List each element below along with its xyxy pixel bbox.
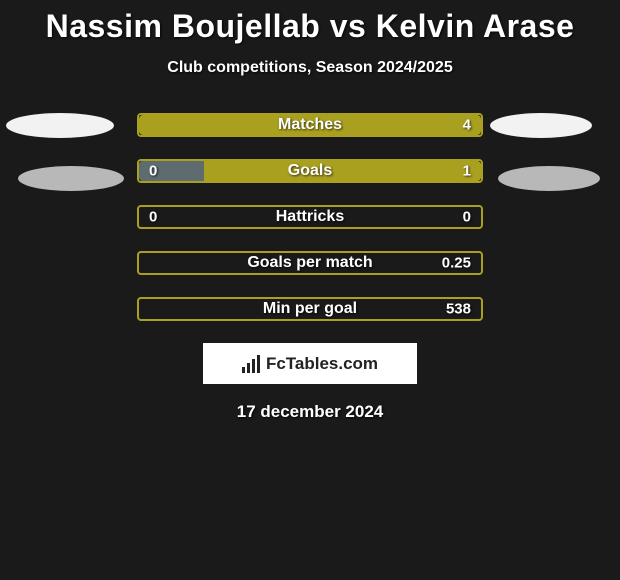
stat-value-right: 0.25 bbox=[442, 255, 471, 272]
stat-value-left: 0 bbox=[149, 209, 157, 226]
stat-value-right: 4 bbox=[463, 117, 471, 134]
stat-value-right: 0 bbox=[463, 209, 471, 226]
bar-chart-icon bbox=[242, 355, 260, 373]
stat-row: Min per goal538 bbox=[137, 297, 483, 321]
decorative-ellipse bbox=[498, 166, 600, 191]
bar-bg bbox=[139, 299, 481, 319]
bar-fill-right bbox=[204, 161, 481, 181]
stat-value-left: 0 bbox=[149, 163, 157, 180]
bar-bg bbox=[139, 207, 481, 227]
brand-box[interactable]: FcTables.com bbox=[203, 343, 417, 384]
decorative-ellipse bbox=[490, 113, 592, 138]
stat-row: 0Goals1 bbox=[137, 159, 483, 183]
stat-row: 0Hattricks0 bbox=[137, 205, 483, 229]
brand-label: FcTables.com bbox=[266, 354, 378, 374]
date-label: 17 december 2024 bbox=[0, 402, 620, 422]
decorative-ellipse bbox=[18, 166, 124, 191]
subtitle: Club competitions, Season 2024/2025 bbox=[0, 59, 620, 77]
bar-bg bbox=[139, 253, 481, 273]
comparison-card: Nassim Boujellab vs Kelvin Arase Club co… bbox=[0, 0, 620, 422]
decorative-ellipse bbox=[6, 113, 114, 138]
page-title: Nassim Boujellab vs Kelvin Arase bbox=[0, 8, 620, 45]
stat-row: Matches4 bbox=[137, 113, 483, 137]
stat-row: Goals per match0.25 bbox=[137, 251, 483, 275]
bar-bg bbox=[139, 115, 481, 135]
stat-bars: Matches4 0Goals1 0Hattricks0 Goals per matc… bbox=[137, 113, 483, 321]
stats-area: Matches4 0Goals1 0Hattricks0 Goals per matc… bbox=[0, 113, 620, 321]
stat-value-right: 538 bbox=[446, 301, 471, 318]
stat-value-right: 1 bbox=[463, 163, 471, 180]
